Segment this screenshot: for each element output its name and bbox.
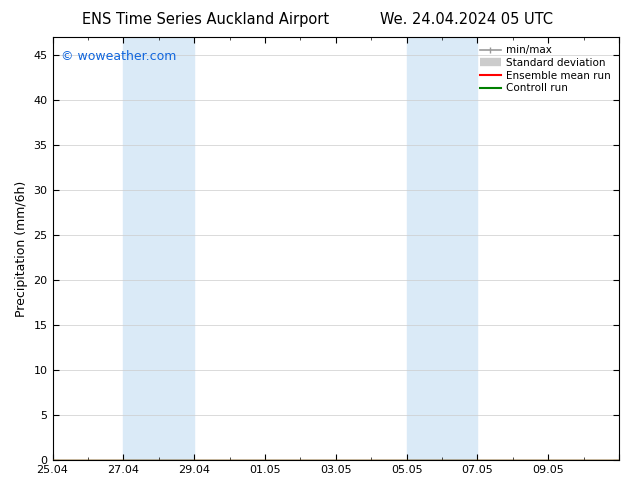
Legend: min/max, Standard deviation, Ensemble mean run, Controll run: min/max, Standard deviation, Ensemble me… (477, 42, 614, 97)
Text: © woweather.com: © woweather.com (61, 50, 176, 63)
Y-axis label: Precipitation (mm/6h): Precipitation (mm/6h) (15, 180, 28, 317)
Text: ENS Time Series Auckland Airport: ENS Time Series Auckland Airport (82, 12, 330, 27)
Text: We. 24.04.2024 05 UTC: We. 24.04.2024 05 UTC (380, 12, 553, 27)
Bar (124, 37, 194, 460)
Bar (406, 37, 477, 460)
